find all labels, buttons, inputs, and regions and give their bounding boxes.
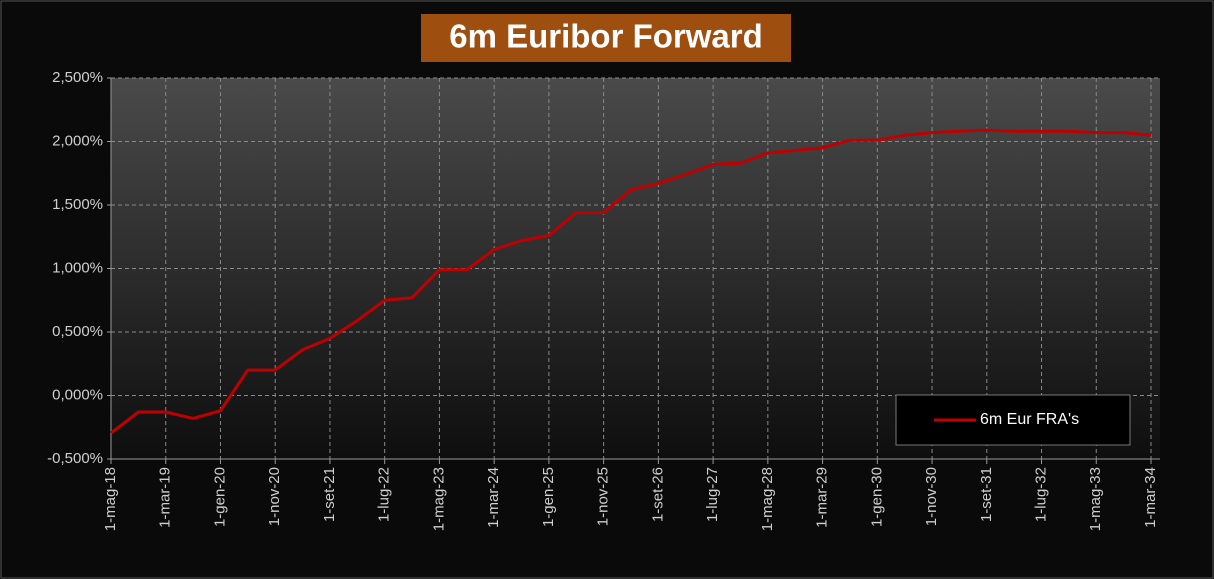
x-tick-label: 1-nov-20 bbox=[266, 467, 283, 526]
x-tick-label: 1-mag-18 bbox=[102, 467, 119, 531]
x-tick-label: 1-gen-30 bbox=[868, 467, 885, 527]
x-tick-label: 1-lug-22 bbox=[376, 467, 393, 522]
x-tick-label: 1-set-21 bbox=[321, 467, 338, 522]
x-tick-label: 1-gen-20 bbox=[211, 467, 228, 527]
chart-title: 6m Euribor Forward bbox=[449, 18, 763, 55]
x-tick-label: 1-mar-34 bbox=[1142, 467, 1159, 528]
x-tick-label: 1-mag-23 bbox=[430, 467, 447, 531]
x-tick-label: 1-nov-30 bbox=[923, 467, 940, 526]
x-tick-label: 1-mar-19 bbox=[157, 467, 174, 528]
y-tick-label: 1,500% bbox=[52, 196, 103, 213]
legend-label: 6m Eur FRA's bbox=[980, 411, 1079, 428]
x-tick-label: 1-lug-27 bbox=[704, 467, 721, 522]
x-tick-label: 1-mag-28 bbox=[759, 467, 776, 531]
data-line bbox=[110, 128, 1152, 435]
x-tick-label: 1-mar-29 bbox=[814, 467, 831, 528]
x-tick-label: 1-set-26 bbox=[649, 467, 666, 522]
x-tick-label: 1-gen-25 bbox=[540, 467, 557, 527]
x-tick-label: 1-set-31 bbox=[978, 467, 995, 522]
x-tick-label: 1-mag-33 bbox=[1087, 467, 1104, 531]
title-box bbox=[421, 14, 791, 62]
x-tick-label: 1-lug-32 bbox=[1032, 467, 1049, 522]
y-tick-label: 0,000% bbox=[52, 386, 103, 403]
y-tick-label: 1,000% bbox=[52, 259, 103, 276]
plot-layer: -0,500% 0,000% 0,500% 1,000% 1,500% 2,000% 2,5… bbox=[47, 69, 1160, 531]
y-tick-label: 2,500% bbox=[52, 69, 103, 86]
x-tick-label: 1-nov-25 bbox=[595, 467, 612, 526]
y-tick-label: 2,000% bbox=[52, 132, 103, 149]
x-tick-label: 1-mar-24 bbox=[485, 467, 502, 528]
y-tick-label: 0,500% bbox=[52, 323, 103, 340]
y-tick-label: -0,500% bbox=[47, 450, 103, 467]
